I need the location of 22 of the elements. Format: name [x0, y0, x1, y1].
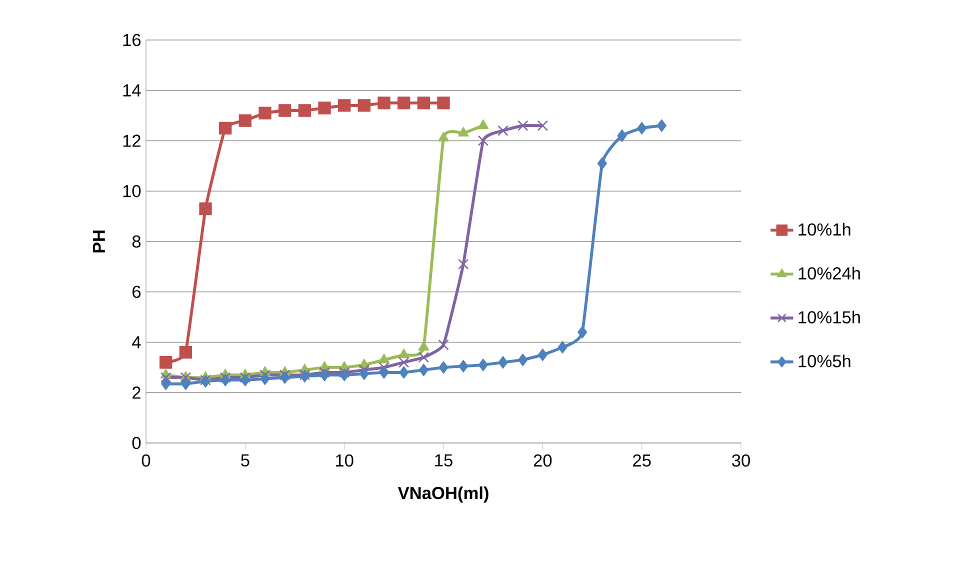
- x-tick-label: 30: [732, 454, 750, 467]
- y-tick-label: 6: [132, 286, 141, 298]
- x-tick-label: 0: [142, 454, 150, 467]
- x-tick-label: 25: [633, 454, 651, 467]
- legend-label: 10%24h: [798, 266, 860, 280]
- y-tick-label: 8: [132, 235, 141, 248]
- x-axis-title: VNaOH(ml): [398, 486, 488, 503]
- y-tick-label: 0: [132, 436, 141, 450]
- x-tick-label: 5: [241, 454, 250, 466]
- x-tick-label: 10: [336, 454, 354, 467]
- y-tick-label: 4: [132, 336, 141, 348]
- legend-label: 10%1h: [798, 222, 850, 236]
- x-tick-label: 15: [435, 454, 452, 466]
- y-tick-label: 12: [123, 134, 140, 147]
- y-tick-label: 10: [123, 184, 141, 198]
- x-tick-label: 20: [534, 454, 552, 467]
- legend-label: 10%15h: [798, 310, 860, 324]
- y-tick-label: 16: [123, 34, 141, 46]
- y-tick-label: 14: [123, 84, 141, 96]
- y-tick-label: 2: [132, 386, 140, 399]
- y-axis-title: PH: [92, 230, 105, 252]
- legend-label: 10%5h: [798, 354, 850, 368]
